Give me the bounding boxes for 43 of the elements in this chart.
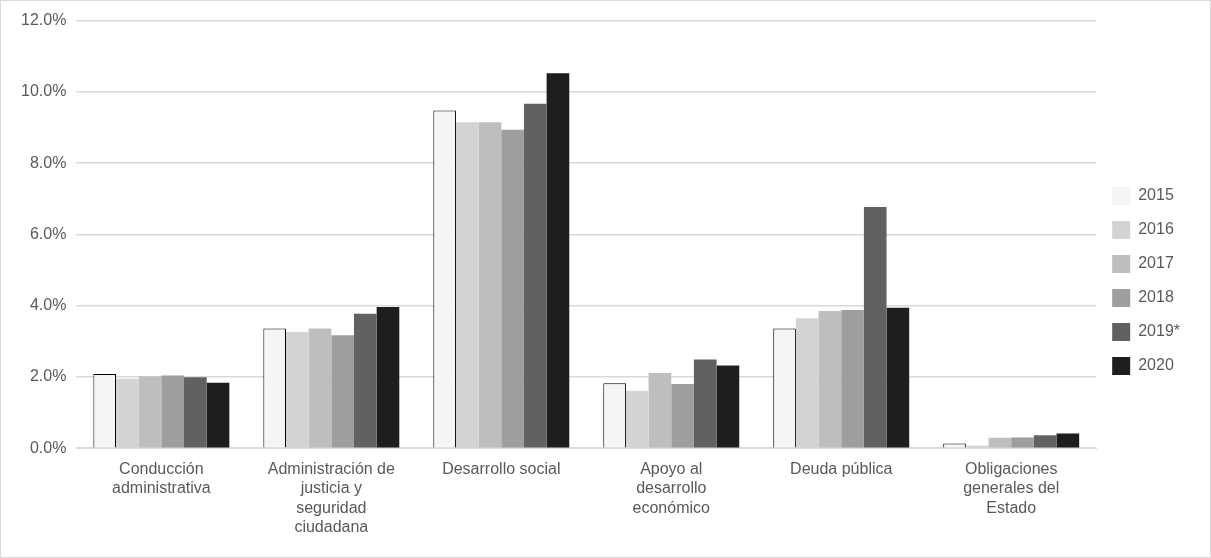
- y-tick-label: 4.0%: [29, 296, 67, 314]
- bar: [886, 307, 910, 448]
- bar: [308, 328, 332, 448]
- x-tick-label: Desarrollo social: [442, 460, 561, 478]
- bar: [206, 382, 230, 448]
- x-tick-label: Obligaciones generales del Estado: [963, 460, 1060, 516]
- legend-label: 2016: [1138, 220, 1174, 238]
- bar: [523, 103, 547, 448]
- x-tick-label: Administración de justicia y seguridad ciudadana: [267, 460, 396, 535]
- y-tick-label: 6.0%: [29, 224, 67, 242]
- bar: [478, 122, 502, 448]
- bar: [184, 377, 207, 448]
- bar: [376, 307, 400, 448]
- legend-label: 2017: [1138, 254, 1174, 272]
- bar: [693, 359, 717, 448]
- legend-label: 2015: [1138, 186, 1174, 204]
- bar: [161, 375, 185, 448]
- bar: [353, 313, 377, 448]
- bar: [546, 73, 570, 448]
- bar: [331, 335, 354, 448]
- x-tick-label: Deuda pública: [790, 460, 893, 478]
- bar: [501, 129, 524, 448]
- y-tick-label: 10.0%: [20, 82, 67, 100]
- bar: [648, 373, 672, 448]
- legend-label: 2019*: [1138, 322, 1181, 340]
- bar: [818, 311, 842, 448]
- bar: [1056, 433, 1080, 448]
- bar: [1033, 435, 1057, 448]
- bar: [1011, 437, 1034, 448]
- bar: [671, 384, 694, 448]
- y-tick-label: 2.0%: [29, 367, 67, 385]
- y-tick-label: 8.0%: [29, 153, 67, 171]
- bar: [138, 376, 162, 448]
- bar: [863, 206, 887, 448]
- bar: [841, 309, 864, 448]
- legend-label: 2018: [1138, 288, 1174, 306]
- x-tick-label: Apoyo al desarrollo económico: [632, 460, 711, 516]
- bar: [716, 365, 740, 448]
- x-tick-label: Conducción administrativa: [112, 460, 211, 497]
- bar: [988, 437, 1012, 448]
- y-tick-label: 0.0%: [29, 438, 67, 456]
- legend-label: 2020: [1138, 356, 1174, 374]
- y-tick-label: 12.0%: [20, 11, 67, 29]
